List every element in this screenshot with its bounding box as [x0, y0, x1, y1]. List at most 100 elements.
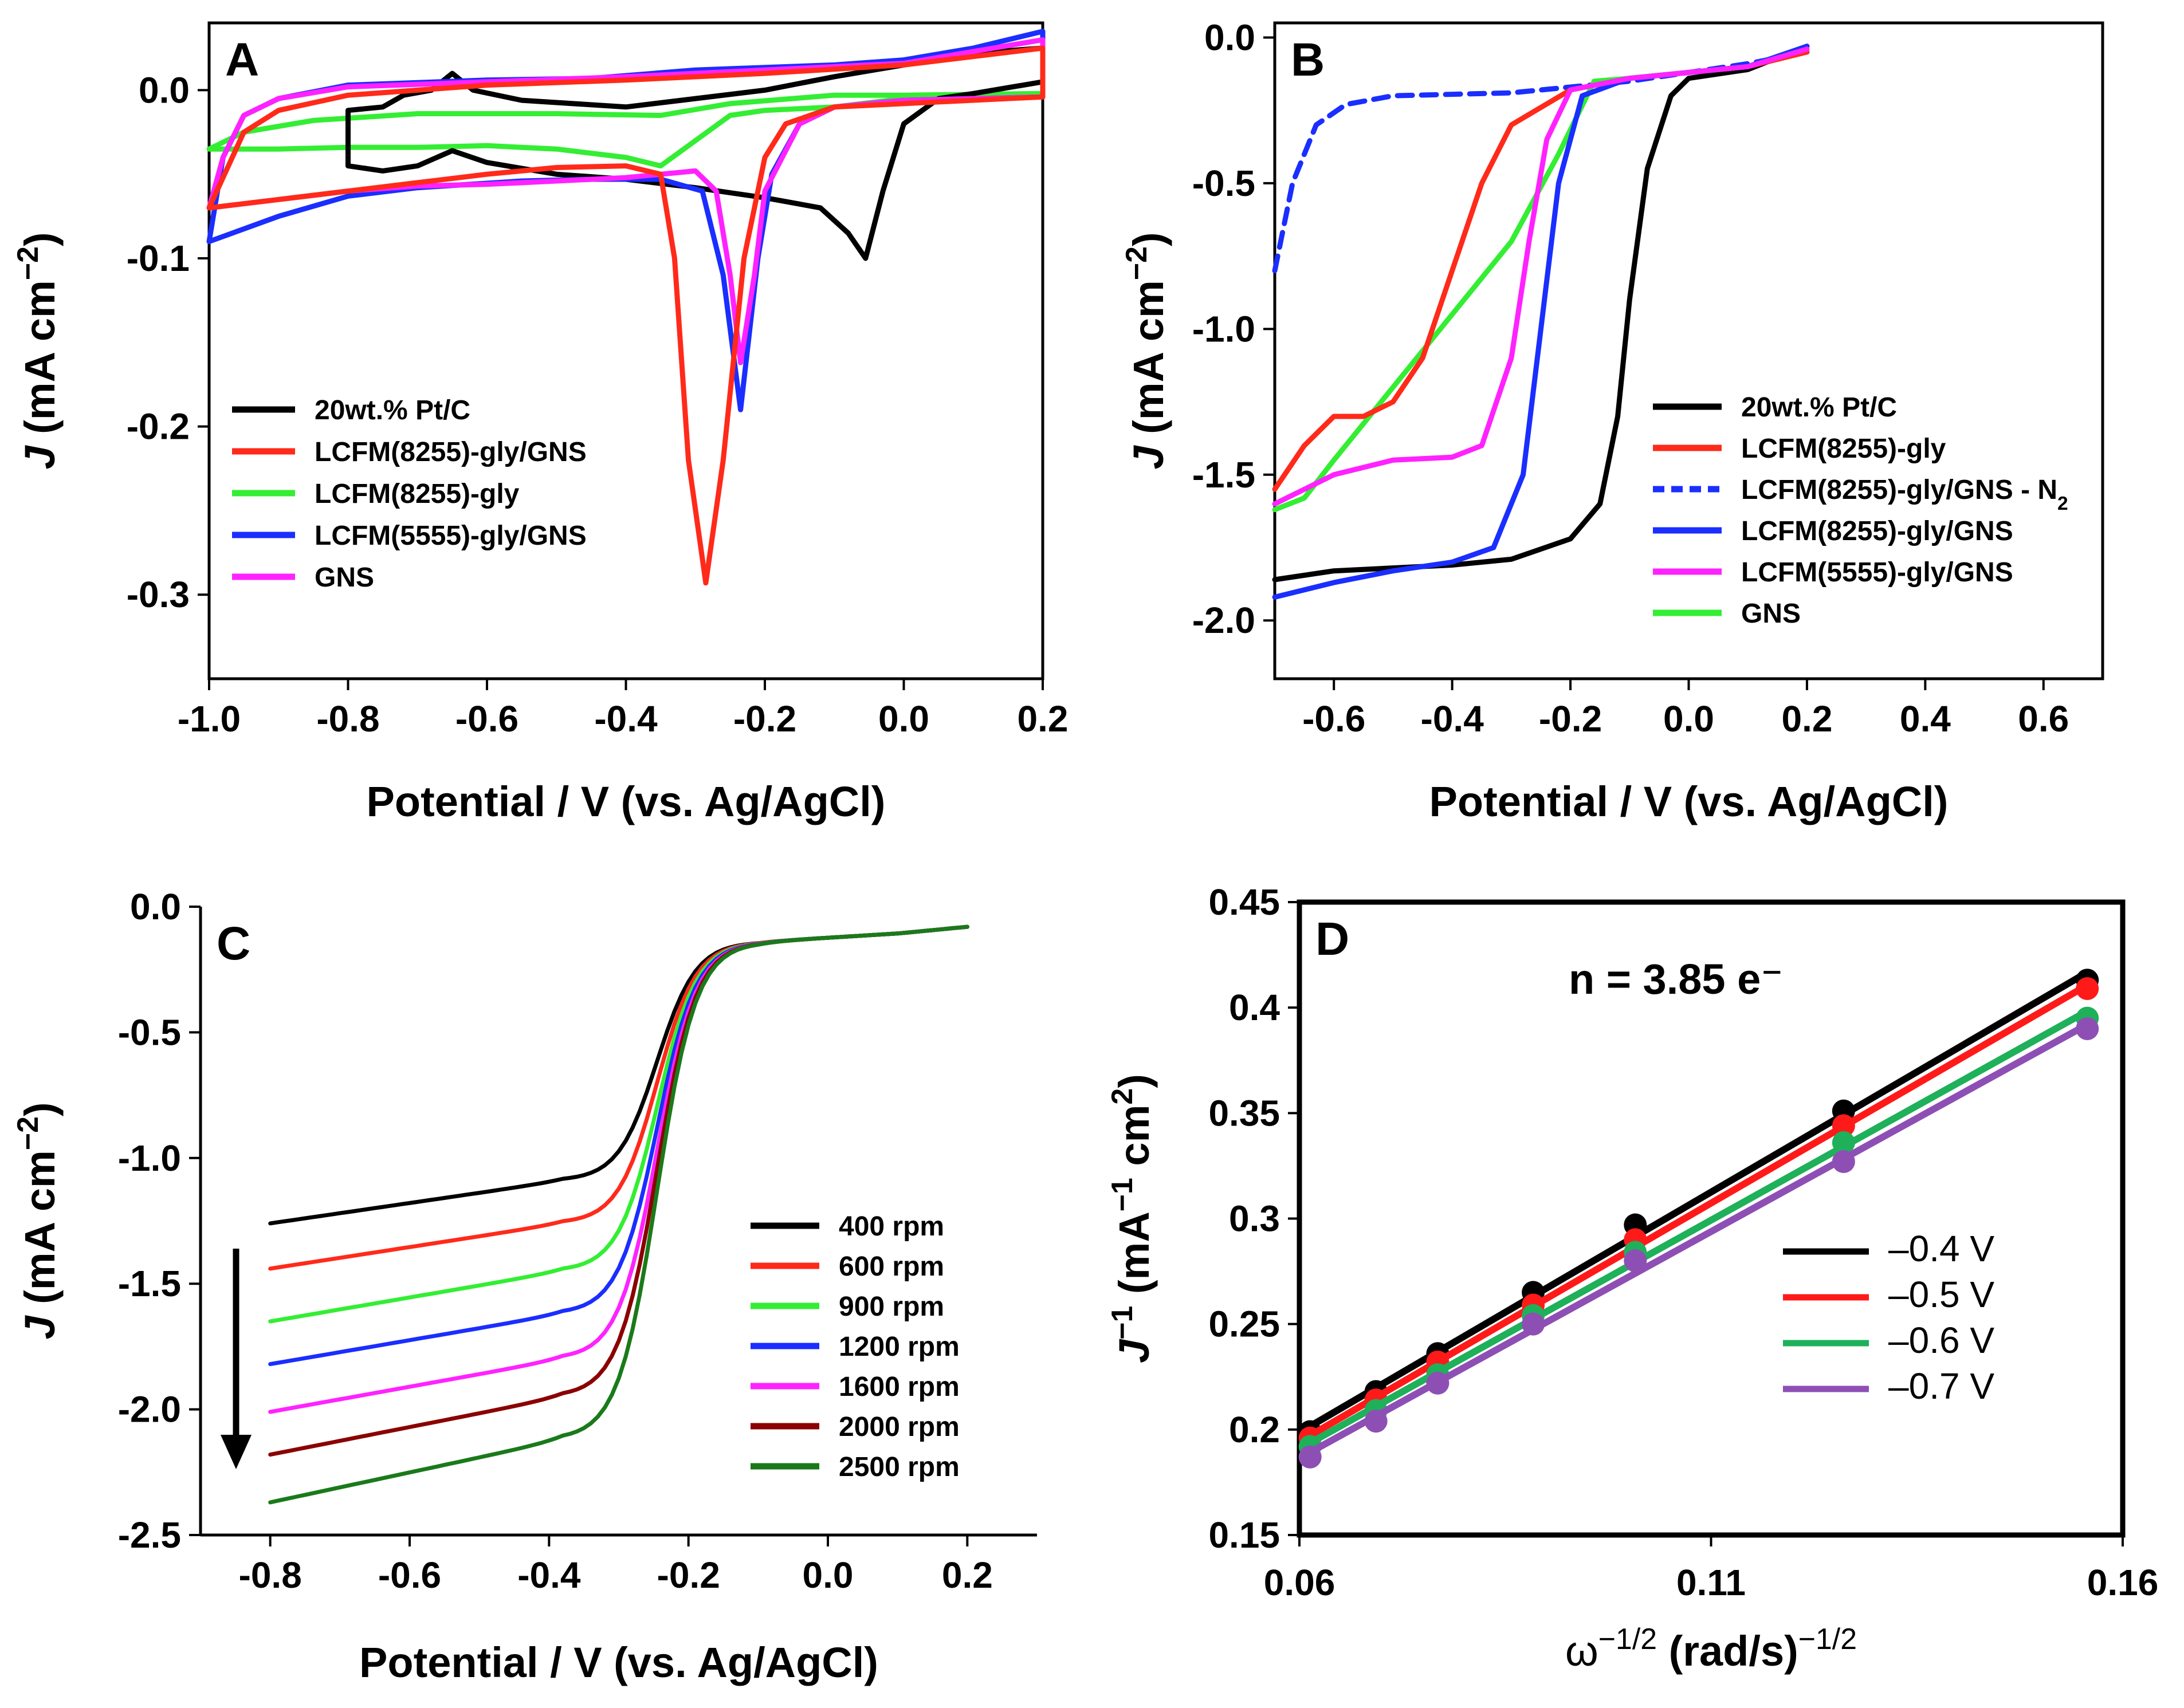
panel-d-data-point [1298, 1445, 1322, 1469]
panel-b-x-axis-label: Potential / V (vs. Ag/AgCl) [1429, 778, 1949, 825]
panel-b-legend-label: GNS [1741, 599, 1801, 629]
panel-c-x-tick-label: -0.2 [657, 1554, 720, 1596]
panel-c-x-tick-label: -0.8 [239, 1554, 302, 1596]
panel-d-data-point [1364, 1410, 1388, 1433]
panel-a-legend-label: GNS [315, 562, 374, 593]
panel-c-y-tick-label: -2.5 [118, 1514, 181, 1556]
panel-d-y-tick-label: 0.25 [1208, 1304, 1280, 1345]
panel-c: -0.8 -0.6 -0.4 -0.2 0.0 0.2 0.0 -0.5 -1.0 -1.5 -2.… [11, 886, 1037, 1686]
panel-b-y-tick-label: -0.5 [1192, 163, 1255, 204]
panel-c-y-tick-label: -1.5 [118, 1263, 181, 1304]
panel-c-legend-label: 900 rpm [839, 1292, 944, 1322]
panel-d-data-point [2076, 977, 2099, 1001]
panel-d-legend-label: –0.6 V [1888, 1320, 1994, 1361]
panel-c-x-axis-label: Potential / V (vs. Ag/AgCl) [359, 1639, 878, 1686]
panel-d-y-tick-label: 0.3 [1229, 1198, 1280, 1239]
panel-d-data-point [1832, 1150, 1855, 1174]
panel-a-legend-label: 20wt.% Pt/C [315, 395, 470, 426]
panel-a-legend-label: LCFM(8255)-gly [315, 479, 520, 509]
panel-c-x-tick-label: -0.4 [517, 1554, 581, 1596]
panel-d-x-tick-label: 0.06 [1264, 1562, 1335, 1603]
panel-b-legend-label: 20wt.% Pt/C [1741, 392, 1897, 423]
panel-a-y-tick-label: -0.2 [127, 406, 190, 447]
panel-c-x-tick-label: -0.6 [378, 1554, 441, 1596]
panel-c-legend-label: 400 rpm [839, 1211, 944, 1242]
panel-a-x-tick-label: 0.0 [878, 698, 929, 739]
panel-a-y-tick-label: -0.3 [127, 574, 190, 615]
panel-d-y-tick-label: 0.2 [1229, 1409, 1280, 1450]
panel-a-series-line [206, 37, 1046, 365]
panel-b-y-tick-label: -2.0 [1192, 600, 1255, 641]
panel-a-series-line [206, 45, 1046, 586]
panel-c-y-tick-label: 0.0 [130, 886, 181, 927]
panel-a-x-tick-label: -0.4 [594, 698, 658, 739]
panel-d-legend-label: –0.4 V [1888, 1228, 1994, 1269]
panel-c-legend-label: 600 rpm [839, 1252, 944, 1282]
panel-b-x-tick-label: 0.4 [1900, 698, 1951, 739]
panel-d-y-tick-label: 0.15 [1208, 1514, 1280, 1556]
panel-a-series-line [345, 45, 1046, 261]
panel-a-legend-label: LCFM(8255)-gly/GNS [315, 437, 587, 467]
panel-b-x-tick-label: 0.6 [2018, 698, 2069, 739]
panel-c-legend-label: 2500 rpm [839, 1452, 960, 1482]
panel-b-legend-label: LCFM(8255)-gly [1741, 434, 1946, 464]
panel-d-y-tick-label: 0.4 [1229, 987, 1280, 1028]
panel-b-x-tick-label: -0.6 [1302, 698, 1365, 739]
panel-d-y-axis-label: J−1 (mA−1 cm2) [1105, 1074, 1158, 1363]
panel-c-y-axis-label: J (mA cm−2) [11, 1102, 64, 1339]
panel-b-x-tick-label: 0.2 [1781, 698, 1832, 739]
panel-d-annotation: n = 3.85 e⁻ [1569, 955, 1783, 1003]
panel-c-legend-label: 2000 rpm [839, 1412, 960, 1442]
panel-c-x-tick-label: 0.0 [803, 1554, 854, 1596]
panel-a-x-tick-label: -0.2 [733, 698, 796, 739]
panel-b-x-tick-label: -0.4 [1421, 698, 1484, 739]
panel-c-y-tick-label: -1.0 [118, 1138, 181, 1179]
panel-d-x-tick-label: 0.16 [2087, 1562, 2159, 1603]
panel-d-data-point [2076, 1017, 2099, 1040]
panel-b: -0.6 -0.4 -0.2 0.0 0.2 0.4 0.6 0.0 -0.5 -1.0 -1.5 -… [1120, 17, 2104, 825]
panel-b-legend-label: LCFM(5555)-gly/GNS [1741, 557, 2013, 588]
panel-d-x-tick-label: 0.11 [1676, 1562, 1746, 1603]
panel-a-panel-label: A [225, 34, 259, 86]
panel-d-data-point [1832, 1131, 1855, 1154]
panel-d-data-point [1624, 1249, 1647, 1273]
panel-a-y-tick-label: -0.1 [127, 238, 190, 279]
panel-b-y-tick-label: 0.0 [1204, 17, 1255, 58]
panel-a-legend-label: LCFM(5555)-gly/GNS [315, 521, 587, 551]
panel-b-x-tick-label: 0.0 [1663, 698, 1714, 739]
panel-b-legend-label: LCFM(8255)-gly/GNS [1741, 516, 2013, 546]
panel-a-x-tick-label: -0.6 [455, 698, 518, 739]
panel-b-legend-label: LCFM(8255)-gly/GNS - N2 [1741, 475, 2068, 514]
panel-b-y-tick-label: -1.5 [1192, 454, 1255, 495]
panel-d-data-point [1522, 1312, 1545, 1336]
panel-a-x-tick-label: 0.2 [1018, 698, 1069, 739]
panel-d-panel-label: D [1315, 913, 1349, 965]
panel-c-y-tick-label: -0.5 [118, 1012, 181, 1053]
panel-d-x-axis-label: ω−1/2 (rad/s)−1/2 [1565, 1622, 1857, 1675]
panel-c-arrow-head [221, 1435, 252, 1469]
panel-d-y-tick-label: 0.45 [1208, 881, 1280, 923]
panel-d-legend-label: –0.7 V [1888, 1365, 1994, 1407]
panel-d-data-point [1426, 1371, 1450, 1395]
panel-b-series-line [1272, 46, 1810, 507]
panel-d-y-tick-label: 0.35 [1208, 1092, 1280, 1134]
panel-b-x-tick-label: -0.2 [1539, 698, 1602, 739]
panel-a-x-tick-label: -0.8 [316, 698, 379, 739]
panel-c-legend-label: 1200 rpm [839, 1332, 960, 1362]
panel-c-y-tick-label: -2.0 [118, 1389, 181, 1430]
panel-a-x-tick-label: -1.0 [178, 698, 241, 739]
panel-c-legend-label: 1600 rpm [839, 1372, 960, 1402]
panel-b-panel-label: B [1291, 34, 1325, 86]
panel-d-data-point [1832, 1114, 1855, 1138]
panel-c-series-line [268, 924, 969, 1505]
panel-b-y-tick-label: -1.0 [1192, 308, 1255, 349]
panel-d: 0.06 0.11 0.16 0.15 0.2 0.25 0.3 0.35 0.4 0.45 Dn … [1105, 881, 2158, 1675]
panel-c-panel-label: C [217, 918, 250, 970]
panel-b-y-axis-label: J (mA cm−2) [1120, 232, 1172, 469]
panel-c-x-tick-label: 0.2 [942, 1554, 993, 1596]
panel-a-y-axis-label: J (mA cm−2) [11, 232, 64, 469]
panel-a-y-tick-label: 0.0 [139, 69, 190, 111]
panel-a-x-axis-label: Potential / V (vs. Ag/AgCl) [367, 778, 886, 825]
